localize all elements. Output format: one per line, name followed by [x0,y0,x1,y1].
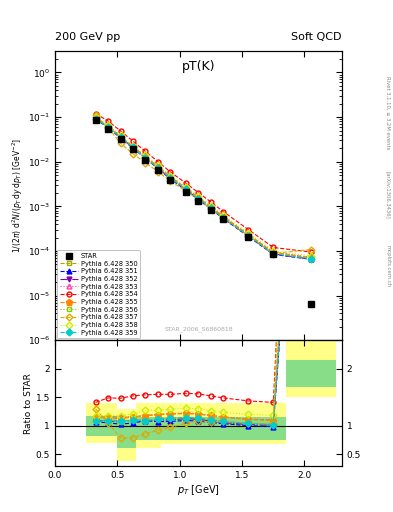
Text: mcplots.cern.ch: mcplots.cern.ch [385,245,390,287]
X-axis label: $p_T$ [GeV]: $p_T$ [GeV] [177,482,220,497]
Text: [arXiv:1306.3436]: [arXiv:1306.3436] [385,170,390,219]
Bar [118,409,136,461]
Y-axis label: Ratio to STAR: Ratio to STAR [24,373,33,434]
Text: pT(K): pT(K) [182,60,215,73]
Bar [242,403,286,444]
Bar [161,403,242,444]
Text: Rivet 3.1.10, ≥ 3.2M events: Rivet 3.1.10, ≥ 3.2M events [385,76,390,150]
Bar [136,417,161,440]
Bar [86,403,118,443]
Legend: STAR, Pythia 6.428 350, Pythia 6.428 351, Pythia 6.428 352, Pythia 6.428 353, Py: STAR, Pythia 6.428 350, Pythia 6.428 351… [57,250,140,338]
Bar [136,403,161,447]
Text: STAR_2006_S6860818: STAR_2006_S6860818 [164,326,233,332]
Bar [242,417,286,440]
Text: 200 GeV pp: 200 GeV pp [55,32,120,42]
Y-axis label: $1/(2\pi)\ \mathrm{d}^2N/(p_T\,\mathrm{d}y\,\mathrm{d}p_T)\ [\mathrm{GeV}^{-2}]$: $1/(2\pi)\ \mathrm{d}^2N/(p_T\,\mathrm{d… [11,138,25,253]
Bar [118,420,136,447]
Bar [286,334,336,397]
Bar [161,417,242,440]
Bar [86,416,118,436]
Text: Soft QCD: Soft QCD [292,32,342,42]
Bar [286,360,336,387]
